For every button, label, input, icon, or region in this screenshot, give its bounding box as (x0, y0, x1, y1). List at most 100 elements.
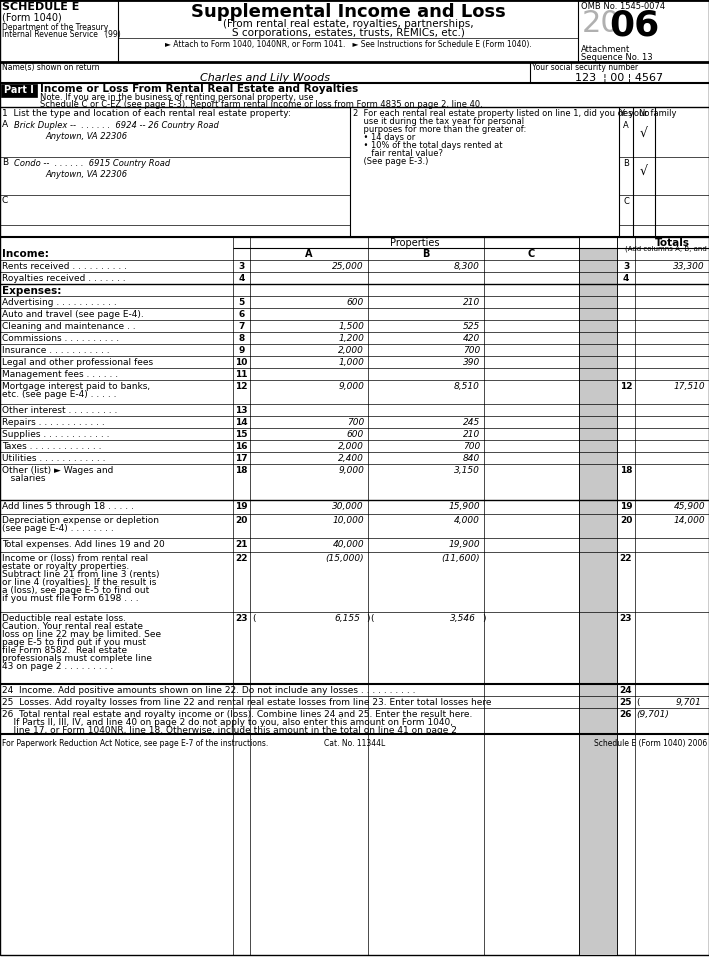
Text: Supplies . . . . . . . . . . . .: Supplies . . . . . . . . . . . . (2, 430, 109, 439)
Text: 43 on page 2 . . . . . . . . .: 43 on page 2 . . . . . . . . . (2, 662, 113, 671)
Text: 210: 210 (463, 298, 480, 307)
Text: 19: 19 (235, 502, 248, 511)
Text: ► Attach to Form 1040, 1040NR, or Form 1041.   ► See Instructions for Schedule E: ► Attach to Form 1040, 1040NR, or Form 1… (164, 40, 531, 49)
Text: Other (list) ► Wages and: Other (list) ► Wages and (2, 466, 113, 475)
Text: √: √ (640, 127, 648, 140)
Text: Name(s) shown on return: Name(s) shown on return (2, 63, 99, 72)
Text: √: √ (640, 165, 648, 178)
Text: Add lines 5 through 18 . . . . .: Add lines 5 through 18 . . . . . (2, 502, 134, 511)
Bar (1, 84, 37, 97)
Text: Repairs . . . . . . . . . . . .: Repairs . . . . . . . . . . . . (2, 418, 105, 427)
Text: 6: 6 (238, 310, 245, 319)
Text: 20: 20 (235, 516, 247, 525)
Text: 25,000: 25,000 (333, 262, 364, 271)
Text: 3,546: 3,546 (450, 614, 476, 623)
Text: 8: 8 (238, 334, 245, 343)
Text: 10,000: 10,000 (333, 516, 364, 525)
Text: file Form 8582.  Real estate: file Form 8582. Real estate (2, 646, 127, 655)
Text: 19,900: 19,900 (448, 540, 480, 549)
Text: professionals must complete line: professionals must complete line (2, 654, 152, 663)
Bar (579, 248, 617, 955)
Text: Condo --  . . . . . .  6915 Country Road: Condo -- . . . . . . 6915 Country Road (14, 159, 170, 168)
Text: • 10% of the total days rented at: • 10% of the total days rented at (353, 141, 503, 150)
Text: 23: 23 (620, 614, 632, 623)
Text: 2,000: 2,000 (338, 442, 364, 451)
Text: 40,000: 40,000 (333, 540, 364, 549)
Text: 19: 19 (620, 502, 632, 511)
Text: Advertising . . . . . . . . . . .: Advertising . . . . . . . . . . . (2, 298, 117, 307)
Text: 14,000: 14,000 (674, 516, 705, 525)
Text: Internal Revenue Service   (99): Internal Revenue Service (99) (2, 30, 121, 39)
Text: 16: 16 (235, 442, 247, 451)
Text: 840: 840 (463, 454, 480, 463)
Text: 4,000: 4,000 (454, 516, 480, 525)
Text: 1  List the type and location of each rental real estate property:: 1 List the type and location of each ren… (2, 109, 291, 118)
Text: 9,000: 9,000 (338, 382, 364, 391)
Text: (see page E-4) . . . . . . . .: (see page E-4) . . . . . . . . (2, 524, 113, 533)
Text: A: A (623, 121, 629, 130)
Text: ): ) (707, 698, 709, 707)
Text: Taxes . . . . . . . . . . . . .: Taxes . . . . . . . . . . . . . (2, 442, 101, 451)
Text: (See page E-3.): (See page E-3.) (353, 157, 428, 166)
Text: Cat. No. 11344L: Cat. No. 11344L (324, 739, 385, 748)
Text: Sequence No. 13: Sequence No. 13 (581, 53, 652, 62)
Text: Subtract line 21 from line 3 (rents): Subtract line 21 from line 3 (rents) (2, 570, 160, 579)
Text: S corporations, estates, trusts, REMICs, etc.): S corporations, estates, trusts, REMICs,… (232, 28, 464, 38)
Text: (Form 1040): (Form 1040) (2, 12, 62, 22)
Text: Note. If you are in the business of renting personal property, use: Note. If you are in the business of rent… (40, 93, 313, 102)
Text: page E-5 to find out if you must: page E-5 to find out if you must (2, 638, 146, 647)
Text: Properties: Properties (390, 238, 440, 248)
Text: B: B (623, 159, 629, 168)
Text: 17,510: 17,510 (674, 382, 705, 391)
Text: 06: 06 (609, 9, 659, 43)
Text: 2  For each rental real estate property listed on line 1, did you or your family: 2 For each rental real estate property l… (353, 109, 676, 118)
Text: Legal and other professional fees: Legal and other professional fees (2, 358, 153, 367)
Text: 15: 15 (235, 430, 247, 439)
Text: Auto and travel (see page E-4).: Auto and travel (see page E-4). (2, 310, 144, 319)
Text: (9,701): (9,701) (636, 710, 669, 719)
Text: 700: 700 (463, 442, 480, 451)
Text: Mortgage interest paid to banks,: Mortgage interest paid to banks, (2, 382, 150, 391)
Text: 3,150: 3,150 (454, 466, 480, 475)
Text: • 14 days or: • 14 days or (353, 133, 415, 142)
Text: 20: 20 (582, 9, 621, 38)
Text: 26  Total rental real estate and royalty income or (loss). Combine lines 24 and : 26 Total rental real estate and royalty … (2, 710, 472, 719)
Text: Rents received . . . . . . . . . .: Rents received . . . . . . . . . . (2, 262, 127, 271)
Text: 1,000: 1,000 (338, 358, 364, 367)
Text: Caution. Your rental real estate: Caution. Your rental real estate (2, 622, 143, 631)
Text: 210: 210 (463, 430, 480, 439)
Text: ): ) (366, 614, 369, 623)
Text: Your social security number: Your social security number (532, 63, 638, 72)
Text: Insurance . . . . . . . . . . .: Insurance . . . . . . . . . . . (2, 346, 110, 355)
Text: Yes: Yes (619, 109, 632, 118)
Text: 8,510: 8,510 (454, 382, 480, 391)
Text: purposes for more than the greater of:: purposes for more than the greater of: (353, 125, 526, 134)
Text: 4: 4 (238, 274, 245, 283)
Text: (Add columns A, B, and C.): (Add columns A, B, and C.) (625, 245, 709, 251)
Text: 15,900: 15,900 (448, 502, 480, 511)
Text: 24: 24 (620, 686, 632, 695)
Text: B: B (2, 158, 8, 167)
Text: use it during the tax year for personal: use it during the tax year for personal (353, 117, 524, 126)
Text: Depreciation expense or depletion: Depreciation expense or depletion (2, 516, 159, 525)
Text: 1,500: 1,500 (338, 322, 364, 331)
Text: C: C (528, 249, 535, 259)
Text: (: ( (370, 614, 374, 623)
Text: Utilities . . . . . . . . . . . .: Utilities . . . . . . . . . . . . (2, 454, 106, 463)
Text: 9,000: 9,000 (338, 466, 364, 475)
Text: 20: 20 (620, 516, 632, 525)
Text: (: ( (252, 614, 255, 623)
Text: (11,600): (11,600) (442, 554, 480, 563)
Text: 11: 11 (235, 370, 247, 379)
Text: If Parts II, III, IV, and line 40 on page 2 do not apply to you, also enter this: If Parts II, III, IV, and line 40 on pag… (2, 718, 453, 727)
Text: Department of the Treasury: Department of the Treasury (2, 23, 108, 32)
Text: For Paperwork Reduction Act Notice, see page E-7 of the instructions.: For Paperwork Reduction Act Notice, see … (2, 739, 268, 748)
Text: 9,701: 9,701 (675, 698, 701, 707)
Text: 23: 23 (235, 614, 247, 623)
Text: a (loss), see page E-5 to find out: a (loss), see page E-5 to find out (2, 586, 150, 595)
Text: 9: 9 (238, 346, 245, 355)
Text: salaries: salaries (2, 474, 45, 483)
Text: Deductible real estate loss.: Deductible real estate loss. (2, 614, 126, 623)
Text: 18: 18 (620, 466, 632, 475)
Text: (15,000): (15,000) (325, 554, 364, 563)
